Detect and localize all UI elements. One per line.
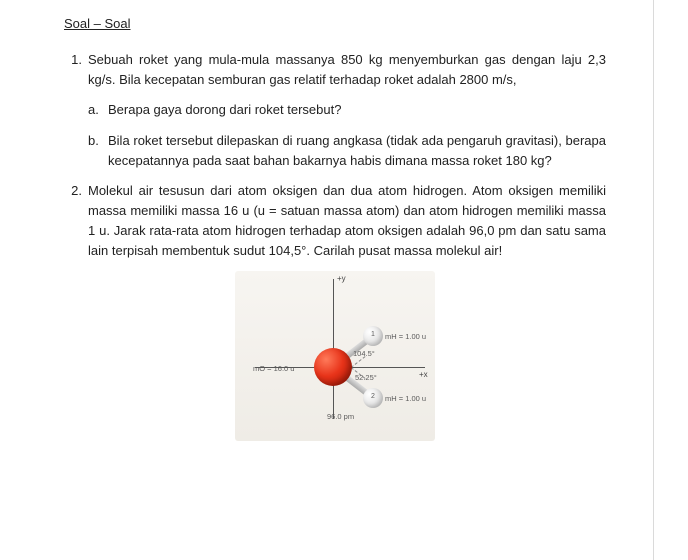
q1-intro: Sebuah roket yang mula-mula massanya 850… <box>88 52 606 87</box>
h1-mass-label: mH = 1.00 u <box>385 331 426 343</box>
question-1b: b. Bila roket tersebut dilepaskan di rua… <box>88 131 606 171</box>
question-text: Sebuah roket yang mula-mula massanya 850… <box>88 50 606 171</box>
question-text: Molekul air tesusun dari atom oksigen da… <box>88 181 606 262</box>
question-1a: a. Berapa gaya dorong dari roket tersebu… <box>88 100 606 120</box>
y-axis-label: +y <box>337 273 346 285</box>
figure-container: +y +x 1 2 mO = 16.0 u mH = 1.00 u mH = 1… <box>64 271 606 441</box>
h2-mass-label: mH = 1.00 u <box>385 393 426 405</box>
h1-index: 1 <box>363 330 383 341</box>
oxygen-mass-label: mO = 16.0 u <box>253 363 294 375</box>
sub-number: a. <box>88 100 108 120</box>
x-axis-label: +x <box>419 369 428 381</box>
page-title: Soal – Soal <box>64 14 606 34</box>
h2-index: 2 <box>363 392 383 403</box>
sub-text: Bila roket tersebut dilepaskan di ruang … <box>108 131 606 171</box>
bond-length-label: 96.0 pm <box>327 411 354 423</box>
question-1: 1. Sebuah roket yang mula-mula massanya … <box>64 50 606 171</box>
sub-text: Berapa gaya dorong dari roket tersebut? <box>108 100 606 120</box>
bond-angle-label: 104.5° <box>353 348 375 360</box>
hydrogen-atom-2: 2 <box>363 388 383 408</box>
sub-number: b. <box>88 131 108 171</box>
question-number: 2. <box>64 181 88 262</box>
water-molecule-diagram: +y +x 1 2 mO = 16.0 u mH = 1.00 u mH = 1… <box>235 271 435 441</box>
document-body: Soal – Soal 1. Sebuah roket yang mula-mu… <box>0 0 646 451</box>
question-number: 1. <box>64 50 88 171</box>
question-2: 2. Molekul air tesusun dari atom oksigen… <box>64 181 606 262</box>
page-divider <box>653 0 654 560</box>
half-angle-label: 52.25° <box>355 372 377 384</box>
hydrogen-atom-1: 1 <box>363 326 383 346</box>
